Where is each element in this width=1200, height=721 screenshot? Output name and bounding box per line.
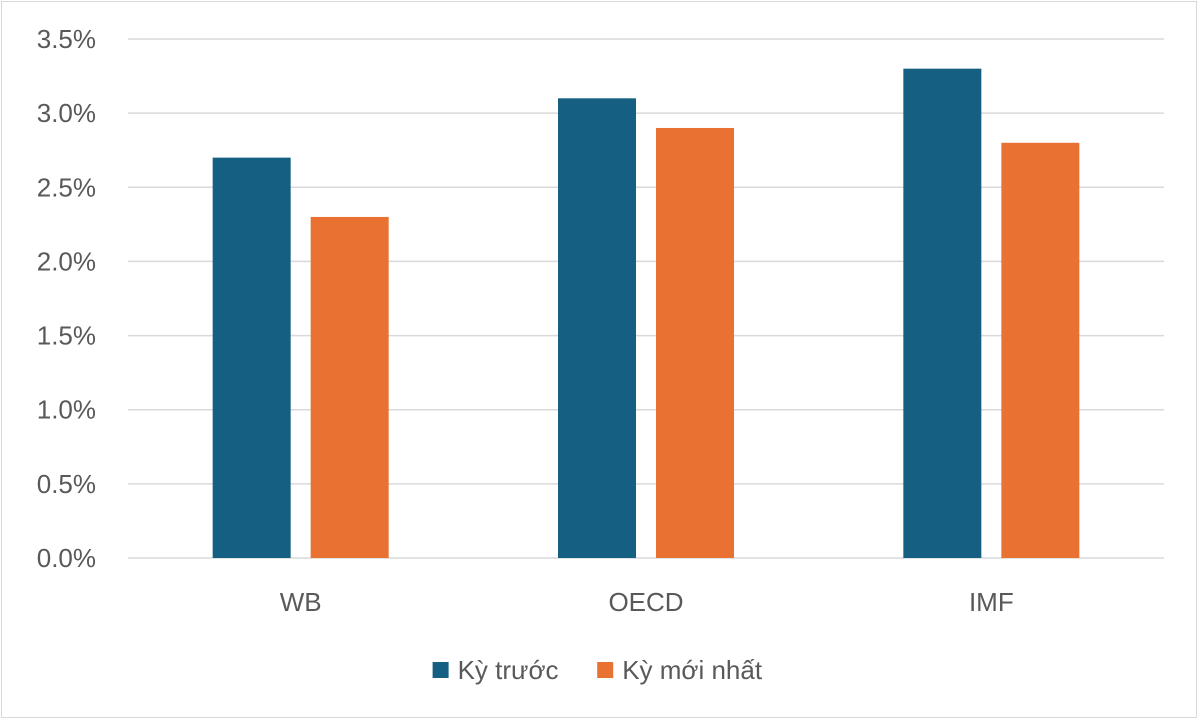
legend-label: Kỳ mới nhất xyxy=(622,655,763,685)
legend-swatch xyxy=(597,662,614,678)
x-axis-categories: WB OECD IMF xyxy=(280,587,1014,617)
bar-imf-series-2 xyxy=(1001,142,1080,559)
bar-oecd-series-2 xyxy=(656,127,734,558)
legend-label: Kỳ trước xyxy=(458,655,559,685)
y-tick-label: 2.5% xyxy=(37,172,96,202)
x-category-label: WB xyxy=(280,587,322,617)
y-tick-label: 1.5% xyxy=(37,321,96,351)
y-tick-label: 3.0% xyxy=(37,98,96,128)
y-tick-label: 0.5% xyxy=(37,469,96,499)
y-tick-label: 2.0% xyxy=(37,246,96,276)
bar-oecd-series-1 xyxy=(558,98,636,559)
bar-wb-series-2 xyxy=(310,216,389,558)
bar-imf-series-1 xyxy=(903,68,982,559)
x-category-label: IMF xyxy=(969,587,1014,617)
x-category-label: OECD xyxy=(608,587,683,617)
gridlines xyxy=(128,38,1164,559)
y-axis-ticks: 0.0% 0.5% 1.0% 1.5% 2.0% 2.5% 3.0% 3.5% xyxy=(37,24,96,573)
legend: Kỳ trước Kỳ mới nhất xyxy=(432,655,763,685)
bars xyxy=(212,68,1080,559)
y-tick-label: 0.0% xyxy=(37,543,96,573)
bar-wb-series-1 xyxy=(212,157,291,558)
y-tick-label: 3.5% xyxy=(37,24,96,54)
legend-swatch xyxy=(432,662,449,678)
y-tick-label: 1.0% xyxy=(37,395,96,425)
